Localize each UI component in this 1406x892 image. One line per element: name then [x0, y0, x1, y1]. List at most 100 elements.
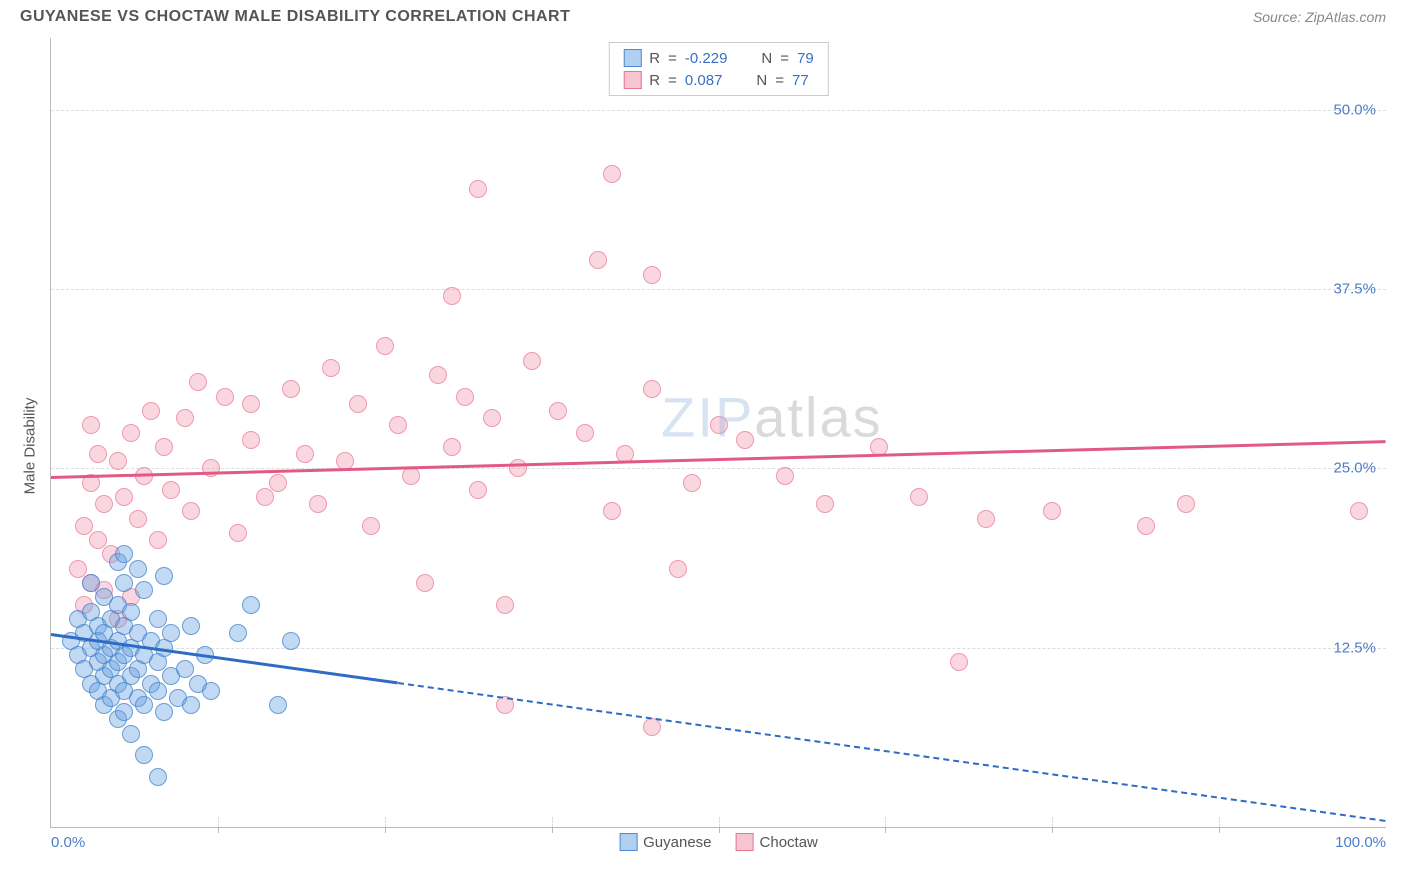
guyanese-point	[135, 746, 153, 764]
guyanese-point	[202, 682, 220, 700]
r-value: -0.229	[685, 50, 728, 67]
choctaw-point	[109, 452, 127, 470]
r-label: R	[649, 72, 660, 89]
blue-swatch-icon	[619, 833, 637, 851]
choctaw-point	[176, 409, 194, 427]
choctaw-point	[469, 481, 487, 499]
gridline-v	[218, 817, 219, 827]
gridline-v	[1219, 817, 1220, 827]
choctaw-point	[189, 373, 207, 391]
stats-legend-row: R = 0.087 N = 77	[623, 69, 813, 91]
choctaw-point	[389, 416, 407, 434]
choctaw-point	[710, 416, 728, 434]
choctaw-point	[603, 165, 621, 183]
guyanese-point	[282, 632, 300, 650]
choctaw-point	[216, 388, 234, 406]
choctaw-point	[776, 467, 794, 485]
choctaw-point	[296, 445, 314, 463]
gridline-v	[719, 817, 720, 827]
chart-container: 12.5%25.0%37.5%50.0% R=-0.229N=79R=0.087…	[50, 38, 1386, 828]
choctaw-point	[977, 510, 995, 528]
guyanese-point	[135, 581, 153, 599]
x-tickmark	[218, 827, 219, 833]
choctaw-point	[242, 395, 260, 413]
y-tick-label: 12.5%	[1333, 639, 1376, 656]
x-tickmark	[552, 827, 553, 833]
guyanese-point	[155, 567, 173, 585]
choctaw-point	[669, 560, 687, 578]
n-label: N	[756, 72, 767, 89]
choctaw-point	[89, 445, 107, 463]
trend-line-dashed	[398, 682, 1386, 822]
choctaw-point	[322, 359, 340, 377]
choctaw-point	[256, 488, 274, 506]
gridline-h	[51, 289, 1386, 290]
r-value: 0.087	[685, 72, 723, 89]
x-tick-max: 100.0%	[1335, 834, 1386, 851]
x-tickmark	[1219, 827, 1220, 833]
equals-sign: =	[775, 72, 784, 89]
choctaw-point	[816, 495, 834, 513]
legend-label: Choctaw	[760, 834, 818, 851]
choctaw-point	[603, 502, 621, 520]
choctaw-point	[142, 402, 160, 420]
guyanese-point	[182, 696, 200, 714]
equals-sign: =	[780, 50, 789, 67]
choctaw-point	[736, 431, 754, 449]
choctaw-point	[122, 424, 140, 442]
chart-title: GUYANESE VS CHOCTAW MALE DISABILITY CORR…	[20, 8, 570, 26]
choctaw-point	[483, 409, 501, 427]
guyanese-point	[269, 696, 287, 714]
choctaw-point	[242, 431, 260, 449]
guyanese-point	[155, 703, 173, 721]
choctaw-point	[282, 380, 300, 398]
guyanese-point	[115, 574, 133, 592]
guyanese-point	[129, 560, 147, 578]
choctaw-point	[469, 180, 487, 198]
choctaw-point	[429, 366, 447, 384]
guyanese-point	[242, 596, 260, 614]
choctaw-point	[269, 474, 287, 492]
choctaw-point	[443, 438, 461, 456]
choctaw-point	[362, 517, 380, 535]
legend-item-choctaw: Choctaw	[736, 833, 818, 851]
equals-sign: =	[668, 50, 677, 67]
choctaw-point	[89, 531, 107, 549]
choctaw-point	[309, 495, 327, 513]
y-tick-label: 25.0%	[1333, 460, 1376, 477]
choctaw-point	[82, 416, 100, 434]
choctaw-point	[349, 395, 367, 413]
r-label: R	[649, 50, 660, 67]
choctaw-point	[69, 560, 87, 578]
choctaw-point	[1137, 517, 1155, 535]
equals-sign: =	[668, 72, 677, 89]
guyanese-point	[82, 574, 100, 592]
source-credit: Source: ZipAtlas.com	[1253, 9, 1386, 25]
guyanese-point	[149, 768, 167, 786]
legend-item-guyanese: Guyanese	[619, 833, 711, 851]
gridline-h	[51, 648, 1386, 649]
choctaw-point	[75, 517, 93, 535]
guyanese-point	[122, 725, 140, 743]
gridline-v	[885, 817, 886, 827]
gridline-v	[552, 817, 553, 827]
guyanese-point	[182, 617, 200, 635]
plot-area: 12.5%25.0%37.5%50.0%	[51, 38, 1386, 827]
choctaw-point	[549, 402, 567, 420]
choctaw-point	[443, 287, 461, 305]
guyanese-point	[122, 603, 140, 621]
choctaw-point	[162, 481, 180, 499]
choctaw-point	[496, 596, 514, 614]
choctaw-point	[589, 251, 607, 269]
guyanese-point	[229, 624, 247, 642]
choctaw-point	[202, 459, 220, 477]
choctaw-point	[402, 467, 420, 485]
choctaw-point	[129, 510, 147, 528]
choctaw-point	[1043, 502, 1061, 520]
n-value: 79	[797, 50, 814, 67]
choctaw-point	[643, 380, 661, 398]
n-value: 77	[792, 72, 809, 89]
choctaw-point	[149, 531, 167, 549]
choctaw-point	[523, 352, 541, 370]
choctaw-point	[910, 488, 928, 506]
